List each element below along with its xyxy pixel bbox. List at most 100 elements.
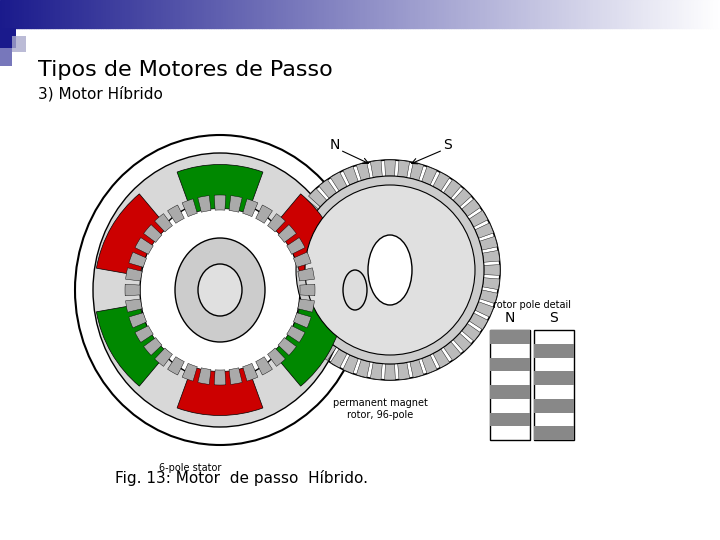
Bar xyxy=(250,0,252,28)
Bar xyxy=(629,0,631,28)
Bar xyxy=(0,28,16,48)
Bar xyxy=(132,0,135,28)
Bar xyxy=(199,0,202,28)
Text: Tipos de Motores de Passo: Tipos de Motores de Passo xyxy=(38,60,333,80)
Bar xyxy=(171,0,173,28)
Bar xyxy=(197,0,199,28)
Bar xyxy=(29,0,31,28)
Bar xyxy=(182,0,185,28)
Wedge shape xyxy=(182,363,197,381)
Wedge shape xyxy=(168,357,184,375)
Bar xyxy=(552,0,554,28)
Bar xyxy=(456,0,459,28)
Wedge shape xyxy=(300,199,318,217)
Bar xyxy=(192,0,194,28)
Bar xyxy=(444,0,446,28)
Bar xyxy=(605,0,607,28)
Bar xyxy=(218,0,221,28)
Bar xyxy=(482,0,485,28)
Bar xyxy=(521,0,523,28)
Bar xyxy=(96,0,99,28)
Bar xyxy=(533,0,535,28)
Bar xyxy=(365,0,367,28)
Bar xyxy=(607,0,610,28)
Wedge shape xyxy=(298,299,315,312)
Bar xyxy=(7,0,9,28)
Bar xyxy=(221,0,223,28)
Wedge shape xyxy=(278,225,297,242)
Bar xyxy=(137,0,139,28)
Bar xyxy=(14,0,17,28)
Wedge shape xyxy=(96,304,168,386)
Bar xyxy=(70,0,72,28)
Bar xyxy=(542,0,545,28)
Bar xyxy=(693,0,696,28)
Ellipse shape xyxy=(175,238,265,342)
Wedge shape xyxy=(155,214,172,232)
Bar xyxy=(312,0,315,28)
Bar xyxy=(545,0,547,28)
Bar xyxy=(307,0,310,28)
Bar xyxy=(621,0,624,28)
Wedge shape xyxy=(198,368,211,384)
Wedge shape xyxy=(482,278,500,289)
Wedge shape xyxy=(177,165,263,213)
Text: 3) Motor Híbrido: 3) Motor Híbrido xyxy=(38,86,163,102)
Bar xyxy=(48,0,50,28)
Ellipse shape xyxy=(75,135,365,445)
Bar xyxy=(247,0,250,28)
Bar xyxy=(648,0,650,28)
Circle shape xyxy=(280,160,500,380)
Bar xyxy=(631,0,634,28)
Bar xyxy=(175,0,178,28)
Bar xyxy=(405,0,408,28)
Bar xyxy=(415,0,418,28)
Wedge shape xyxy=(484,265,500,275)
Bar xyxy=(0,48,12,66)
Bar xyxy=(636,0,639,28)
Bar xyxy=(202,0,204,28)
Bar xyxy=(626,0,629,28)
Bar xyxy=(264,0,266,28)
Bar xyxy=(441,0,444,28)
Bar xyxy=(144,0,146,28)
Bar xyxy=(387,0,389,28)
Bar xyxy=(490,330,530,440)
Bar xyxy=(549,0,552,28)
Bar xyxy=(559,0,562,28)
Bar xyxy=(324,0,326,28)
Bar xyxy=(718,0,720,28)
Bar xyxy=(410,0,413,28)
Bar xyxy=(125,0,127,28)
Bar xyxy=(715,0,718,28)
Wedge shape xyxy=(129,252,147,267)
Bar xyxy=(547,0,549,28)
Bar xyxy=(185,0,187,28)
Bar xyxy=(574,0,576,28)
Bar xyxy=(490,0,492,28)
Bar xyxy=(115,0,117,28)
Wedge shape xyxy=(469,313,488,329)
Wedge shape xyxy=(229,195,242,212)
Bar xyxy=(461,0,463,28)
Bar xyxy=(518,0,521,28)
Bar xyxy=(67,0,70,28)
Wedge shape xyxy=(410,360,423,377)
Wedge shape xyxy=(444,180,461,198)
Bar xyxy=(103,0,106,28)
Bar xyxy=(382,0,384,28)
Bar xyxy=(689,0,691,28)
Bar xyxy=(420,0,423,28)
Wedge shape xyxy=(143,338,162,355)
Bar xyxy=(619,0,621,28)
Bar xyxy=(24,0,27,28)
Bar xyxy=(499,0,502,28)
Bar xyxy=(166,0,168,28)
Bar xyxy=(261,0,264,28)
Bar xyxy=(617,0,619,28)
Bar xyxy=(463,0,466,28)
Bar xyxy=(310,0,312,28)
Ellipse shape xyxy=(198,264,242,316)
Wedge shape xyxy=(177,367,263,415)
Wedge shape xyxy=(168,205,184,223)
